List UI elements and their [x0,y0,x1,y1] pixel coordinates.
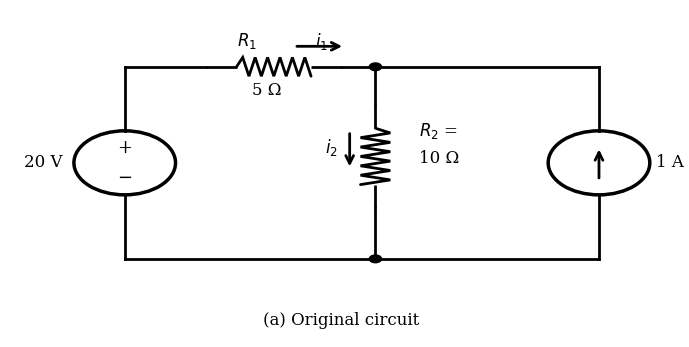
Text: $i_2$: $i_2$ [325,137,338,158]
Text: 20 V: 20 V [24,154,63,171]
Text: 10 Ω: 10 Ω [420,150,460,167]
Circle shape [369,255,382,263]
Text: 1 A: 1 A [656,154,684,171]
Text: $R_2$ =: $R_2$ = [420,121,458,141]
Text: 5 Ω: 5 Ω [252,82,282,99]
Text: (a) Original circuit: (a) Original circuit [263,312,420,329]
Text: −: − [117,169,132,187]
Text: +: + [117,139,132,157]
Text: $R_1$: $R_1$ [237,31,256,51]
Circle shape [369,63,382,71]
Text: $i_1$: $i_1$ [315,31,328,52]
